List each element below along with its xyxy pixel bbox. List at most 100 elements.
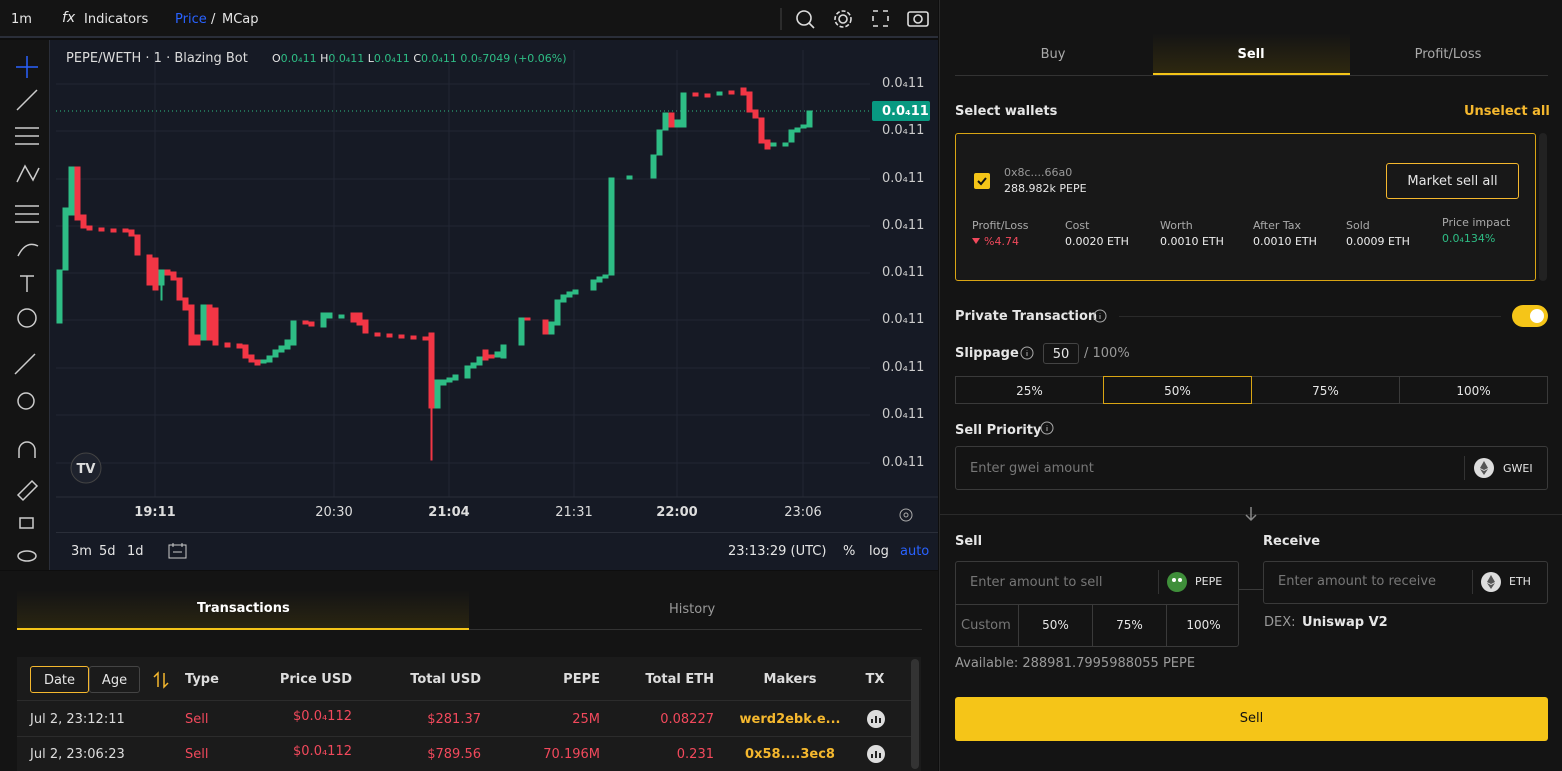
wallet-checkbox[interactable] — [974, 173, 990, 189]
receive-token: ETH — [1509, 575, 1531, 588]
stat-value: 0.0010 ETH — [1253, 235, 1317, 248]
high-label: H — [320, 52, 329, 65]
row-sep — [17, 736, 911, 737]
slippage-option[interactable]: 75% — [1251, 376, 1400, 404]
stat-label: Worth — [1160, 219, 1193, 232]
cell: $0.0₄112 — [293, 744, 352, 759]
price-label: 0.0₄11 — [882, 123, 925, 138]
stat-label: Cost — [1065, 219, 1090, 232]
down-candles — [74, 87, 771, 461]
tab-line — [955, 75, 1548, 76]
settings-icon[interactable] — [896, 505, 916, 525]
gwei-placeholder: Enter gwei amount — [970, 461, 1094, 476]
open-label: O — [272, 52, 281, 65]
open: 0.0₄11 — [280, 52, 317, 65]
tv-logo-text: TV — [77, 462, 96, 477]
trade-panel — [939, 0, 1562, 771]
sell-button[interactable]: Sell — [955, 697, 1548, 741]
last-price-box — [872, 101, 930, 121]
receive-placeholder: Enter amount to receive — [1278, 574, 1437, 589]
slippage-option[interactable]: 25% — [955, 376, 1104, 404]
sell-priority: Sell Priority — [955, 423, 1042, 438]
auto-toggle[interactable]: auto — [900, 544, 930, 559]
private-toggle[interactable] — [1512, 305, 1548, 327]
trade-tab[interactable]: Profit/Loss — [1414, 47, 1482, 62]
slippage-max: / 100% — [1084, 346, 1130, 361]
gwei-input[interactable] — [955, 446, 1548, 490]
sell-percent[interactable]: 75% — [1092, 604, 1166, 647]
price-label: 0.0₄11 — [882, 171, 925, 186]
indicators[interactable]: Indicators — [84, 12, 149, 27]
clock: 23:13:29 (UTC) — [728, 544, 827, 559]
scrollbar — [1539, 133, 1547, 281]
divider — [1119, 316, 1501, 317]
price-toggle[interactable]: Price — [175, 12, 207, 27]
sell-percent[interactable]: 100% — [1166, 604, 1240, 647]
sell-token: PEPE — [1195, 575, 1223, 588]
interval[interactable]: 1m — [11, 12, 32, 27]
stat-value: 0.0₄134% — [1442, 232, 1496, 245]
tx-link[interactable] — [866, 709, 886, 729]
column-header: Price USD — [279, 672, 352, 687]
time-label: 20:30 — [315, 505, 353, 520]
up-candles — [56, 91, 813, 409]
tab-history[interactable]: History — [669, 602, 716, 617]
table — [17, 657, 921, 771]
grid — [56, 50, 870, 497]
stat-label: Price impact — [1442, 216, 1511, 229]
available: Available: 288981.7995988055 PEPE — [955, 656, 1196, 671]
stat-label: Profit/Loss — [972, 219, 1029, 232]
divider — [1464, 456, 1465, 480]
scrollbar[interactable] — [911, 659, 919, 769]
sort-date[interactable]: Date — [30, 666, 89, 693]
range-button[interactable]: 5d — [99, 544, 116, 559]
date-range-icon[interactable] — [167, 541, 189, 561]
high: 0.0₄11 — [328, 52, 365, 65]
custom-input[interactable]: Custom — [961, 619, 1011, 632]
trade-tab[interactable]: Buy — [1040, 47, 1066, 62]
cell: Sell — [185, 712, 209, 727]
tx-link[interactable] — [866, 744, 886, 764]
time-label: 21:04 — [428, 505, 470, 520]
cell: 70.196M — [543, 747, 600, 762]
slippage: Slippage — [955, 346, 1019, 361]
slippage-input[interactable]: 50 — [1043, 343, 1079, 364]
cell: Sell — [185, 747, 209, 762]
divider — [1472, 570, 1473, 594]
sort-icon[interactable] — [153, 671, 169, 689]
slippage-option[interactable]: 50% — [1103, 376, 1252, 404]
close-label: C — [413, 52, 421, 65]
time-label: 21:31 — [555, 505, 593, 520]
tab-transactions[interactable]: Transactions — [197, 601, 290, 616]
unselect-all[interactable]: Unselect all — [1464, 104, 1550, 119]
trade-tab[interactable]: Sell — [1237, 47, 1265, 62]
stat-value: 0.0020 ETH — [1065, 235, 1129, 248]
last-price: 0.0₄11 — [882, 104, 929, 119]
stat-label: Sold — [1346, 219, 1370, 232]
market-sell-all[interactable]: Market sell all — [1386, 163, 1519, 199]
column-header: Type — [185, 672, 219, 687]
receive-input[interactable] — [1263, 561, 1548, 604]
receive-label: Receive — [1263, 534, 1321, 549]
range-button[interactable]: 3m — [71, 544, 92, 559]
sell-placeholder: Enter amount to sell — [970, 575, 1103, 590]
divider — [955, 604, 1239, 605]
sell-percent[interactable]: 50% — [1018, 604, 1092, 647]
price-label: 0.0₄11 — [882, 312, 925, 327]
connector — [1239, 589, 1263, 590]
sort-age[interactable]: Age — [89, 666, 140, 693]
select-wallets: Select wallets — [955, 104, 1058, 119]
ohlc: O0.0₄11 H0.0₄11 L0.0₄11 C0.0₄11 0.0₅7049… — [272, 53, 567, 64]
column-header: Total ETH — [645, 672, 714, 687]
slippage-option[interactable]: 100% — [1399, 376, 1548, 404]
range-button[interactable]: 1d — [127, 544, 144, 559]
column-header: Total USD — [410, 672, 481, 687]
log-toggle[interactable]: log — [869, 544, 889, 559]
private-transaction: Private Transaction — [955, 309, 1098, 324]
change: 0.0₅7049 (+0.06%) — [460, 52, 567, 65]
wallet-card[interactable] — [955, 133, 1536, 281]
mcap-toggle[interactable]: MCap — [222, 12, 259, 27]
arrow-down-icon — [1245, 507, 1257, 522]
close: 0.0₄11 — [421, 52, 457, 65]
percent-toggle[interactable]: % — [843, 544, 856, 559]
